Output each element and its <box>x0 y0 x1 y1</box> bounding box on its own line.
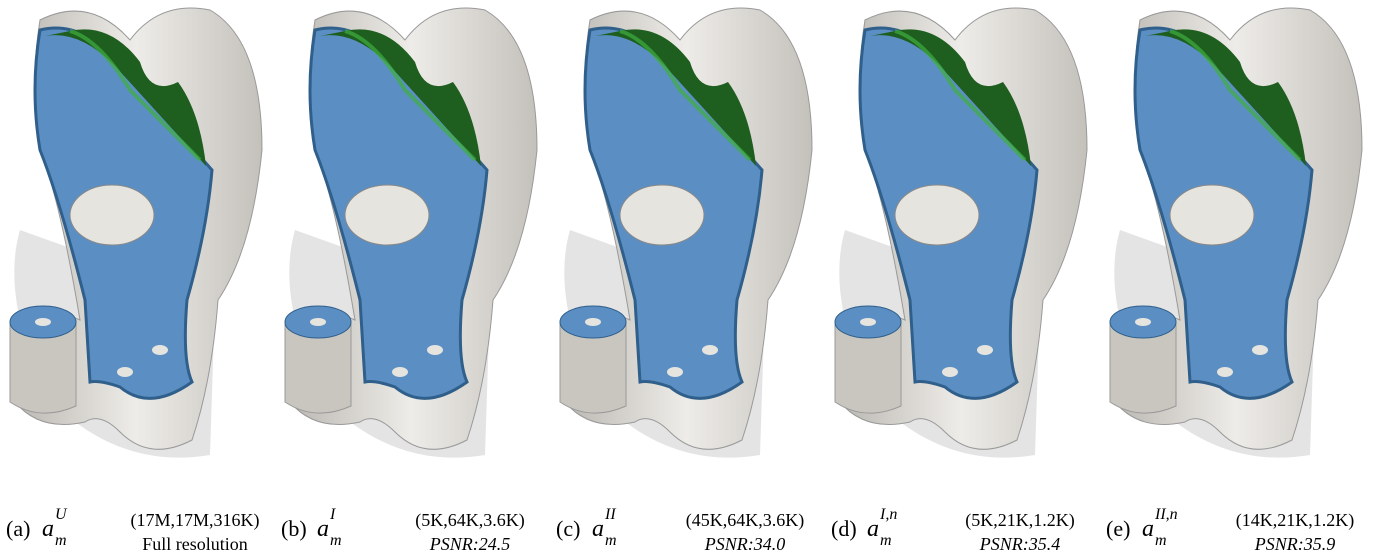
panel-note: PSNR:35.9 <box>1230 534 1360 555</box>
panel-label: (d) <box>831 516 857 542</box>
symbol-sub: m <box>880 532 892 550</box>
symbol-sup: I,n <box>880 506 897 524</box>
figure: (a)aUm(17M,17M,316K)Full resolution(b)aI… <box>0 0 1374 560</box>
panel-note: PSNR:35.4 <box>955 534 1085 555</box>
symbol-base: a <box>867 516 879 543</box>
tooth-render <box>275 0 550 475</box>
panel-label: (b) <box>281 516 307 542</box>
symbol-sub: m <box>605 532 617 550</box>
symbol-base: a <box>592 516 604 543</box>
panel-label: (c) <box>556 516 580 542</box>
tooth-render <box>550 0 825 475</box>
symbol-sub: m <box>330 532 342 550</box>
panel-note: PSNR:34.0 <box>680 534 810 555</box>
panel-stats: (45K,64K,3.6K) <box>680 510 810 531</box>
symbol-sub: m <box>1155 532 1167 550</box>
panel-stats: (5K,21K,1.2K) <box>955 510 1085 531</box>
panel-stats: (17M,17M,316K) <box>130 510 260 531</box>
tooth-shape <box>560 8 812 458</box>
panel-note: PSNR:24.5 <box>405 534 535 555</box>
panel-note: Full resolution <box>130 534 260 555</box>
panel-stats: (5K,64K,3.6K) <box>405 510 535 531</box>
tooth-shape <box>285 8 537 458</box>
symbol-sup: II,n <box>1155 506 1178 524</box>
symbol-sup: II <box>605 506 616 524</box>
tooth-render <box>825 0 1100 475</box>
tooth-render <box>0 0 275 475</box>
tooth-shape <box>835 8 1087 458</box>
tooth-render <box>1100 0 1374 475</box>
symbol-sup: I <box>330 506 335 524</box>
tooth-shape <box>1110 8 1362 458</box>
symbol-base: a <box>317 516 329 543</box>
symbol-sub: m <box>55 532 67 550</box>
symbol-base: a <box>1142 516 1154 543</box>
panel-label: (a) <box>6 516 30 542</box>
symbol-base: a <box>42 516 54 543</box>
symbol-sup: U <box>55 506 67 524</box>
panel-stats: (14K,21K,1.2K) <box>1230 510 1360 531</box>
tooth-shape <box>10 8 262 458</box>
panel-label: (e) <box>1106 516 1130 542</box>
